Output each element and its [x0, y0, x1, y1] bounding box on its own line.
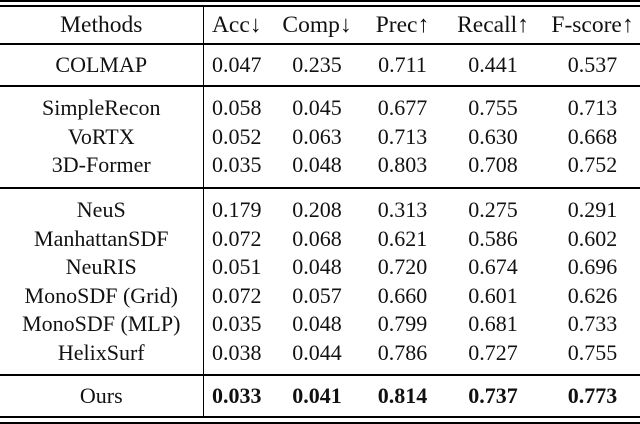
metric-value: 0.033 [212, 383, 262, 409]
table-row: NeuRIS 0.051 0.048 0.720 0.674 0.696 [0, 252, 640, 282]
metric-value: 0.072 [212, 225, 262, 251]
header-recall: Recall↑ [457, 11, 529, 38]
method-name: MonoSDF (Grid) [0, 281, 204, 310]
metric-value: 0.755 [468, 95, 518, 121]
group-ours: Ours 0.033 0.041 0.814 0.737 0.773 [0, 375, 640, 417]
metric-value: 0.626 [567, 282, 618, 308]
header-fscore: F-score↑ [551, 11, 634, 38]
metric-value: 0.601 [468, 282, 518, 308]
table-row: Ours 0.033 0.041 0.814 0.737 0.773 [0, 375, 640, 417]
metric-value: 0.711 [378, 51, 427, 77]
method-name: SimpleRecon [0, 85, 204, 123]
header-methods: Methods [0, 6, 204, 44]
metric-value: 0.737 [468, 383, 518, 409]
method-name: NeuS [0, 187, 204, 225]
metric-value: 0.235 [292, 51, 342, 77]
metric-value: 0.051 [212, 254, 262, 280]
method-name: VoRTX [0, 122, 204, 151]
group-neural-implicit: NeuS 0.179 0.208 0.313 0.275 0.291 ManhattanSD… [0, 187, 640, 376]
metric-value: 0.048 [292, 152, 342, 178]
metric-value: 0.208 [292, 197, 342, 223]
table-row: 3D-Former 0.035 0.048 0.803 0.708 0.752 [0, 150, 640, 188]
metric-value: 0.586 [468, 225, 518, 251]
method-name: Ours [0, 375, 204, 417]
metric-value: 0.068 [292, 225, 342, 251]
metric-value: 0.057 [292, 282, 342, 308]
method-name: HelixSurf [0, 338, 204, 376]
metric-value: 0.696 [567, 254, 618, 280]
header-acc: Acc↓ [211, 11, 262, 38]
table-row: HelixSurf 0.038 0.044 0.786 0.727 0.755 [0, 338, 640, 376]
metric-value: 0.052 [212, 123, 262, 149]
table-row: MonoSDF (MLP) 0.035 0.048 0.799 0.681 0.733 [0, 309, 640, 339]
metric-value: 0.733 [567, 311, 618, 337]
method-name: COLMAP [0, 44, 204, 86]
metric-value: 0.752 [567, 152, 618, 178]
metric-value: 0.727 [468, 339, 518, 365]
metric-value: 0.044 [292, 339, 342, 365]
header-row: Methods Acc↓ Comp↓ Prec↑ Recall↑ F-score… [0, 6, 640, 44]
metric-value: 0.713 [567, 95, 618, 121]
metric-value: 0.035 [212, 152, 262, 178]
metric-value: 0.045 [292, 95, 342, 121]
metric-value: 0.047 [212, 51, 262, 77]
header-prec: Prec↑ [375, 11, 430, 38]
metric-value: 0.179 [212, 197, 262, 223]
table-row: ManhattanSDF 0.072 0.068 0.621 0.586 0.602 [0, 224, 640, 253]
metric-value: 0.048 [292, 254, 342, 280]
metric-value: 0.668 [567, 123, 618, 149]
metric-value: 0.048 [292, 311, 342, 337]
header-comp: Comp↓ [282, 11, 352, 38]
metric-value: 0.441 [468, 51, 518, 77]
metric-value: 0.291 [567, 197, 618, 223]
metric-value: 0.072 [212, 282, 262, 308]
metric-value: 0.602 [567, 225, 618, 251]
method-name: 3D-Former [0, 150, 204, 188]
metric-value: 0.803 [377, 152, 428, 178]
group-feedforward: SimpleRecon 0.058 0.045 0.677 0.755 0.713 VoRT… [0, 85, 640, 188]
metric-value: 0.058 [212, 95, 262, 121]
metric-value: 0.799 [377, 311, 428, 337]
results-table: Methods Acc↓ Comp↓ Prec↑ Recall↑ F-score… [0, 5, 640, 418]
method-name: MonoSDF (MLP) [0, 309, 204, 339]
metric-value: 0.720 [377, 254, 428, 280]
metric-value: 0.708 [468, 152, 518, 178]
metric-value: 0.674 [468, 254, 518, 280]
metric-value: 0.630 [468, 123, 518, 149]
metric-value: 0.313 [377, 197, 428, 223]
metric-value: 0.773 [567, 383, 618, 409]
metric-value: 0.677 [377, 95, 428, 121]
metric-value: 0.621 [377, 225, 428, 251]
metric-value: 0.537 [567, 51, 618, 77]
metric-value: 0.786 [377, 339, 428, 365]
metric-value: 0.063 [292, 123, 342, 149]
table-row: NeuS 0.179 0.208 0.313 0.275 0.291 [0, 187, 640, 225]
table-row: COLMAP 0.047 0.235 0.711 0.441 0.537 [0, 44, 640, 86]
metric-value: 0.038 [212, 339, 262, 365]
method-name: ManhattanSDF [0, 224, 204, 253]
metric-value: 0.814 [377, 383, 428, 409]
method-name: NeuRIS [0, 252, 204, 282]
metric-value: 0.755 [567, 339, 618, 365]
metric-value: 0.660 [377, 282, 428, 308]
metric-value: 0.041 [292, 383, 342, 409]
table-row: MonoSDF (Grid) 0.072 0.057 0.660 0.601 0.626 [0, 281, 640, 310]
metric-value: 0.275 [468, 197, 518, 223]
table-row: SimpleRecon 0.058 0.045 0.677 0.755 0.713 [0, 85, 640, 123]
table-row: VoRTX 0.052 0.063 0.713 0.630 0.668 [0, 122, 640, 151]
metric-value: 0.035 [212, 311, 262, 337]
metric-value: 0.713 [377, 123, 428, 149]
metric-value: 0.681 [468, 311, 518, 337]
group-colmap: COLMAP 0.047 0.235 0.711 0.441 0.537 [0, 44, 640, 86]
table-header: Methods Acc↓ Comp↓ Prec↑ Recall↑ F-score… [0, 6, 640, 44]
